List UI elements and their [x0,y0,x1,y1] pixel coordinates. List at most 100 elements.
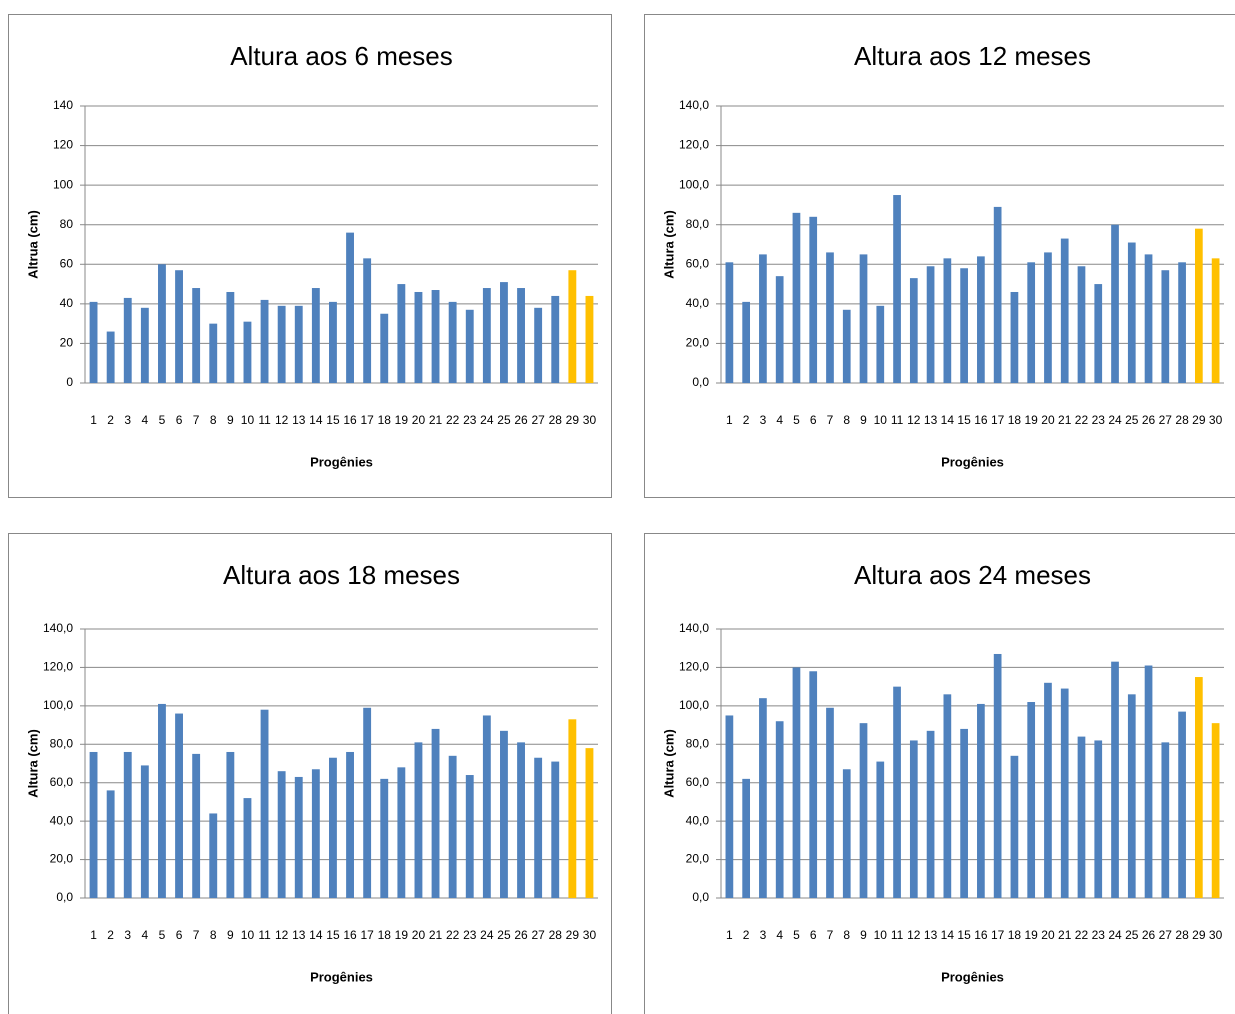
x-tick-label: 1 [90,928,97,942]
bar [1194,228,1203,383]
bar [448,755,457,898]
bar [1060,688,1069,898]
bar [140,307,149,383]
bar [926,266,935,383]
bar [859,723,868,898]
y-tick-label: 100,0 [43,698,73,712]
bar [1178,711,1186,898]
x-tick-label: 12 [907,928,921,942]
x-tick-label: 8 [843,928,850,942]
bar [1161,742,1170,898]
x-tick-label: 21 [1058,413,1072,427]
bar [1077,736,1086,898]
x-tick-label: 7 [827,928,834,942]
bar [294,305,303,383]
x-tick-label: 3 [124,928,131,942]
x-tick-label: 22 [1075,413,1089,427]
y-tick-label: 20,0 [686,852,710,866]
y-tick-label: 60,0 [50,775,74,789]
x-tick-label: 9 [227,413,234,427]
y-tick-label: 80,0 [50,736,74,750]
bar [909,740,918,898]
bar [158,264,166,383]
x-tick-label: 5 [159,413,166,427]
x-tick-label: 29 [1192,928,1206,942]
bar [260,709,269,898]
x-tick-label: 11 [891,413,904,427]
y-axis-title: Altura (cm) [661,210,676,279]
x-tick-label: 16 [974,413,988,427]
x-tick-label: 15 [957,928,971,942]
x-tick-label: 18 [1008,413,1022,427]
x-tick-label: 5 [793,413,800,427]
x-tick-label: 19 [1025,413,1039,427]
bar [759,698,767,898]
bar [311,769,320,898]
x-tick-label: 6 [176,928,183,942]
x-tick-label: 5 [793,928,800,942]
x-tick-label: 8 [210,928,217,942]
chart-border [8,14,612,498]
chart-title: Altura aos 24 meses [854,560,1091,590]
x-tick-label: 13 [924,413,938,427]
x-tick-label: 15 [326,928,340,942]
x-tick-label: 23 [1092,413,1106,427]
x-tick-label: 30 [583,928,597,942]
bar [926,730,935,898]
y-tick-label: 80,0 [686,217,710,231]
bar [551,295,560,383]
x-tick-label: 28 [1175,413,1189,427]
y-tick-label: 120,0 [679,660,709,674]
x-tick-label: 3 [760,928,767,942]
bar [380,313,389,383]
bar [534,757,543,898]
bar [363,707,372,898]
x-tick-label: 2 [743,928,750,942]
x-tick-label: 12 [907,413,921,427]
x-tick-label: 16 [343,928,357,942]
bar [977,703,985,898]
bar [482,715,491,898]
bar [826,252,834,383]
y-tick-label: 80 [60,217,74,231]
y-tick-label: 20 [60,336,74,350]
x-tick-label: 27 [531,413,545,427]
x-tick-label: 18 [1008,928,1022,942]
bar [1144,665,1153,898]
bar [893,195,901,383]
x-tick-label: 3 [760,413,767,427]
x-tick-label: 22 [446,928,460,942]
chart: Altura aos 6 meses Altrua (cm) Progênies 0 2… [8,14,612,498]
bar [876,761,885,898]
y-tick-label: 0 [66,375,73,389]
y-tick-label: 40,0 [50,813,74,827]
bar [175,270,183,383]
y-tick-label: 120,0 [43,660,73,674]
bar [500,730,508,898]
x-tick-label: 1 [726,928,733,942]
bar [842,769,851,898]
x-axis-title: Progênies [941,969,1004,984]
x-tick-label: 10 [874,413,888,427]
bar [775,721,784,898]
x-tick-label: 17 [360,413,374,427]
bar [792,667,801,898]
y-tick-label: 140,0 [679,621,709,635]
bar [380,778,389,898]
y-axis-title: Altura (cm) [25,729,40,798]
x-tick-label: 26 [1142,928,1156,942]
bar [1027,262,1036,383]
bar [1211,723,1220,898]
bar [89,751,98,898]
x-tick-label: 28 [1175,928,1189,942]
bar [809,216,818,383]
bar [585,295,594,383]
bar [1161,270,1170,383]
bar [192,288,201,383]
x-tick-label: 12 [275,413,289,427]
x-tick-label: 4 [776,928,783,942]
x-tick-label: 17 [991,413,1005,427]
bar [759,254,767,383]
bar [792,212,801,383]
x-tick-label: 10 [874,928,888,942]
